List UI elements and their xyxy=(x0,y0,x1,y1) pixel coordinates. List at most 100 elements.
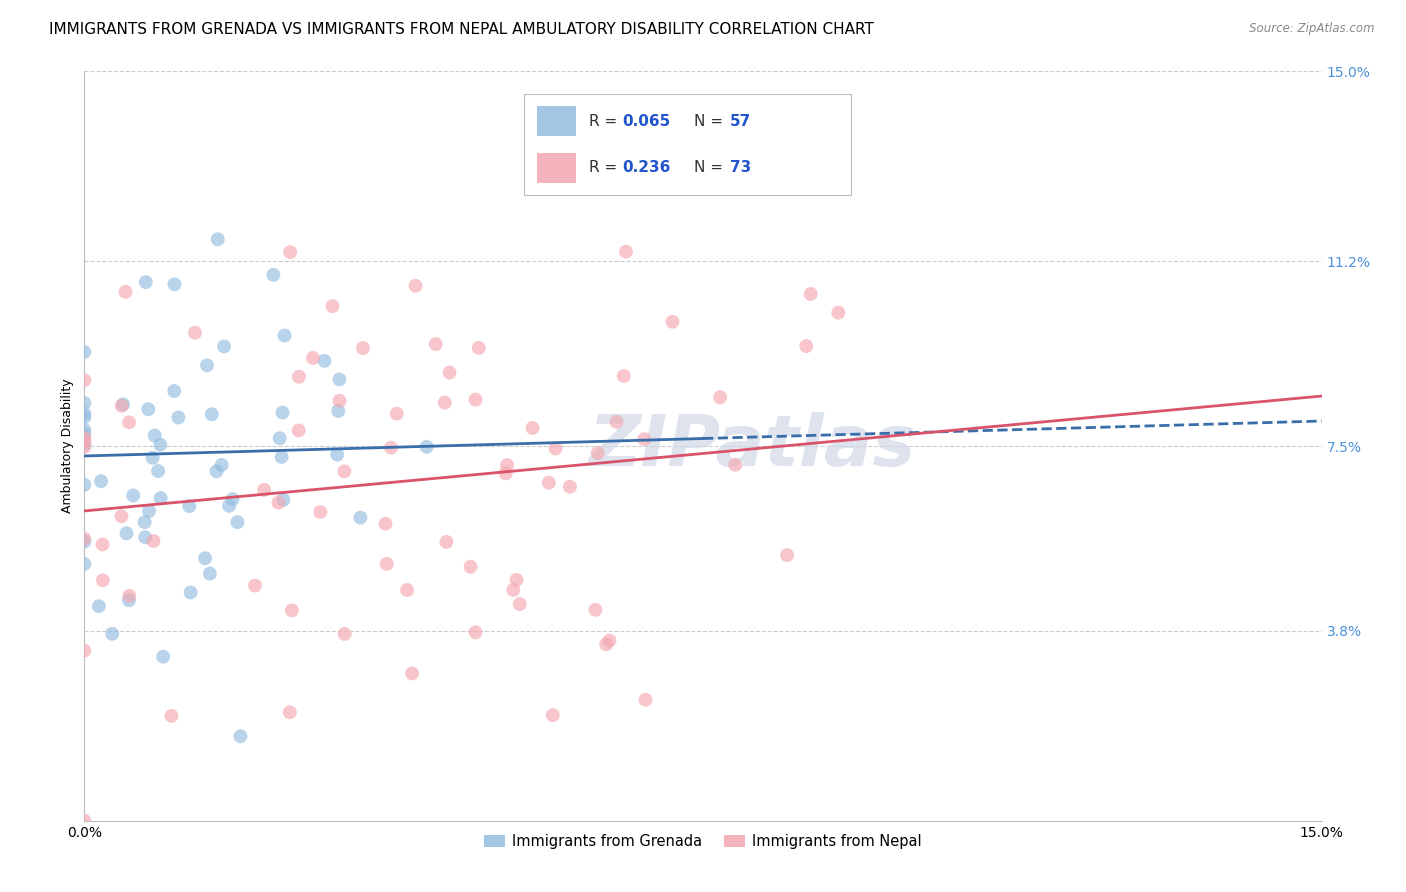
Point xyxy=(229,729,252,743)
Point xyxy=(352,341,374,355)
Point xyxy=(73,437,96,451)
Point xyxy=(211,458,233,472)
Point xyxy=(439,366,461,380)
Point xyxy=(269,431,291,445)
Point xyxy=(91,574,114,588)
Point xyxy=(73,532,96,546)
Point xyxy=(270,450,292,464)
Text: 57: 57 xyxy=(730,113,751,128)
Point xyxy=(380,441,402,455)
Point xyxy=(288,369,311,384)
Point xyxy=(138,402,160,417)
Point xyxy=(794,339,817,353)
Point xyxy=(163,384,186,398)
Point xyxy=(328,393,350,408)
Point xyxy=(114,285,136,299)
Point xyxy=(198,566,221,581)
Point xyxy=(613,369,636,384)
Point xyxy=(502,582,524,597)
FancyBboxPatch shape xyxy=(523,94,852,195)
Point xyxy=(464,625,486,640)
Point xyxy=(375,557,398,571)
Point xyxy=(253,483,276,497)
Point xyxy=(118,589,141,603)
Text: N =: N = xyxy=(695,113,728,128)
Point xyxy=(614,244,637,259)
Point xyxy=(271,405,294,419)
Point xyxy=(90,475,112,489)
Point xyxy=(135,275,157,289)
Point xyxy=(776,548,799,562)
Text: Source: ZipAtlas.com: Source: ZipAtlas.com xyxy=(1250,22,1375,36)
Point xyxy=(212,339,235,353)
Point xyxy=(149,438,172,452)
Point xyxy=(495,467,517,481)
Point xyxy=(73,440,96,454)
Point xyxy=(321,299,343,313)
Point xyxy=(273,328,295,343)
Point xyxy=(73,434,96,448)
Point xyxy=(180,585,202,599)
Point xyxy=(309,505,332,519)
Text: N =: N = xyxy=(695,161,728,175)
Y-axis label: Ambulatory Disability: Ambulatory Disability xyxy=(60,379,75,513)
Point xyxy=(134,515,156,529)
Point xyxy=(267,495,290,509)
Point xyxy=(134,530,156,544)
Point xyxy=(143,428,166,442)
Text: 0.236: 0.236 xyxy=(621,161,671,175)
Point xyxy=(278,706,301,720)
Point xyxy=(464,392,486,407)
FancyBboxPatch shape xyxy=(537,153,576,183)
Point xyxy=(262,268,284,282)
Point xyxy=(73,431,96,445)
Point xyxy=(73,410,96,425)
Point xyxy=(634,692,657,706)
Point xyxy=(396,582,419,597)
Point xyxy=(401,666,423,681)
Text: R =: R = xyxy=(589,161,623,175)
Point xyxy=(226,515,249,529)
Point xyxy=(73,477,96,491)
Point xyxy=(273,492,295,507)
Text: 73: 73 xyxy=(730,161,751,175)
Point xyxy=(328,372,350,386)
Point xyxy=(110,509,132,524)
Point xyxy=(509,597,531,611)
Point xyxy=(138,504,160,518)
Point xyxy=(724,458,747,472)
FancyBboxPatch shape xyxy=(537,106,576,136)
Point xyxy=(425,337,447,351)
Point xyxy=(111,399,134,413)
Point xyxy=(460,559,482,574)
Point xyxy=(583,603,606,617)
Point xyxy=(118,593,141,607)
Point xyxy=(142,450,165,465)
Text: ZIPatlas: ZIPatlas xyxy=(589,411,917,481)
Point xyxy=(374,516,396,531)
Point xyxy=(541,708,564,723)
Point xyxy=(73,407,96,421)
Point xyxy=(152,649,174,664)
Point xyxy=(537,475,560,490)
Point xyxy=(243,578,266,592)
Point xyxy=(287,424,309,438)
Point xyxy=(415,440,437,454)
Point xyxy=(73,373,96,387)
Point xyxy=(184,326,207,340)
Point xyxy=(163,277,186,292)
Point xyxy=(142,533,165,548)
Point xyxy=(149,491,172,505)
Point xyxy=(496,458,519,472)
Point xyxy=(314,354,336,368)
Point xyxy=(505,573,527,587)
Point xyxy=(195,359,218,373)
Point xyxy=(118,415,141,429)
Point xyxy=(433,395,456,409)
Point xyxy=(167,410,190,425)
Point xyxy=(385,407,408,421)
Point xyxy=(112,397,135,411)
Point xyxy=(73,557,96,571)
Point xyxy=(522,421,544,435)
Point xyxy=(709,390,731,404)
